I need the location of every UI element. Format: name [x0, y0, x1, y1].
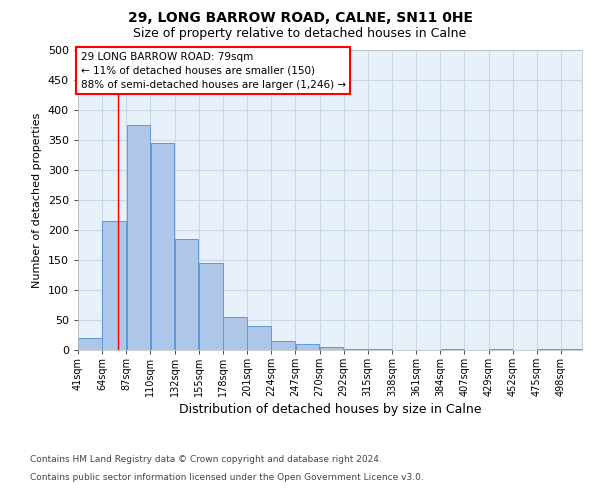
- Bar: [175, 239, 199, 350]
- Bar: [296, 344, 319, 350]
- Text: Contains public sector information licensed under the Open Government Licence v3: Contains public sector information licen…: [30, 472, 424, 482]
- Bar: [489, 349, 512, 350]
- Bar: [78, 338, 102, 350]
- Text: Distribution of detached houses by size in Calne: Distribution of detached houses by size …: [179, 402, 481, 415]
- Bar: [103, 221, 126, 350]
- Bar: [561, 349, 585, 350]
- Bar: [537, 349, 561, 350]
- Bar: [127, 125, 150, 350]
- Bar: [151, 143, 175, 350]
- Text: 29 LONG BARROW ROAD: 79sqm
← 11% of detached houses are smaller (150)
88% of sem: 29 LONG BARROW ROAD: 79sqm ← 11% of deta…: [80, 52, 346, 90]
- Bar: [271, 341, 295, 350]
- Bar: [368, 349, 392, 350]
- Bar: [440, 349, 464, 350]
- Text: Size of property relative to detached houses in Calne: Size of property relative to detached ho…: [133, 28, 467, 40]
- Text: Contains HM Land Registry data © Crown copyright and database right 2024.: Contains HM Land Registry data © Crown c…: [30, 455, 382, 464]
- Bar: [223, 317, 247, 350]
- Bar: [199, 263, 223, 350]
- Y-axis label: Number of detached properties: Number of detached properties: [32, 112, 42, 288]
- Bar: [344, 349, 368, 350]
- Text: 29, LONG BARROW ROAD, CALNE, SN11 0HE: 29, LONG BARROW ROAD, CALNE, SN11 0HE: [128, 11, 473, 25]
- Bar: [320, 347, 343, 350]
- Bar: [247, 326, 271, 350]
